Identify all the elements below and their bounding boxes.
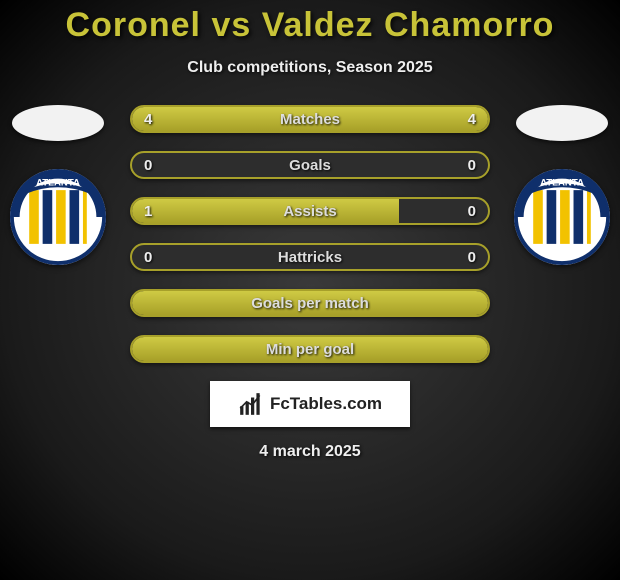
- player-left-club-badge: ATLANTA: [10, 169, 106, 265]
- player-right-slot: ATLANTA: [512, 105, 612, 265]
- stat-label: Hattricks: [132, 249, 488, 266]
- subtitle: Club competitions, Season 2025: [0, 59, 620, 77]
- svg-text:ATLANTA: ATLANTA: [540, 177, 584, 188]
- stat-label: Goals: [132, 157, 488, 174]
- stat-row: Min per goal: [130, 335, 490, 363]
- stat-row: Hattricks0 0: [130, 243, 490, 271]
- stat-value-left: 4: [144, 111, 152, 128]
- club-badge-icon: ATLANTA: [514, 169, 610, 265]
- footer-brand-badge: FcTables.com: [210, 381, 410, 427]
- stat-value-left: 0: [144, 249, 152, 266]
- generated-date: 4 march 2025: [0, 443, 620, 461]
- stat-bars: Matches44Goals00Assists10Hattricks00Goal…: [130, 105, 490, 363]
- stat-value-right: 4: [468, 111, 476, 128]
- brand-chart-icon: [238, 391, 264, 417]
- stat-label: Assists: [132, 203, 488, 220]
- player-left-slot: ATLANTA: [8, 105, 108, 265]
- footer-brand-text: FcTables.com: [270, 394, 382, 414]
- comparison-stage: ATLANTA ATLANTA Matches44Goals00Assists1…: [0, 105, 620, 363]
- svg-text:ATLANTA: ATLANTA: [36, 177, 80, 188]
- stat-label: Matches: [132, 111, 488, 128]
- player-right-club-badge: ATLANTA: [514, 169, 610, 265]
- stat-label: Min per goal: [132, 341, 488, 358]
- stat-row: Assists1 0: [130, 197, 490, 225]
- club-badge-icon: ATLANTA: [10, 169, 106, 265]
- player-left-photo-placeholder: [12, 105, 104, 141]
- page-title: Coronel vs Valdez Chamorro: [0, 0, 620, 45]
- stat-value-right: 0: [468, 157, 476, 174]
- stat-value-left: 0: [144, 157, 152, 174]
- stat-value-right: 0: [468, 249, 476, 266]
- stat-label: Goals per match: [132, 295, 488, 312]
- stat-row: Goals per match: [130, 289, 490, 317]
- player-right-photo-placeholder: [516, 105, 608, 141]
- stat-value-left: 1: [144, 203, 152, 220]
- stat-row: Matches4 4: [130, 105, 490, 133]
- stat-row: Goals0 0: [130, 151, 490, 179]
- stat-value-right: 0: [468, 203, 476, 220]
